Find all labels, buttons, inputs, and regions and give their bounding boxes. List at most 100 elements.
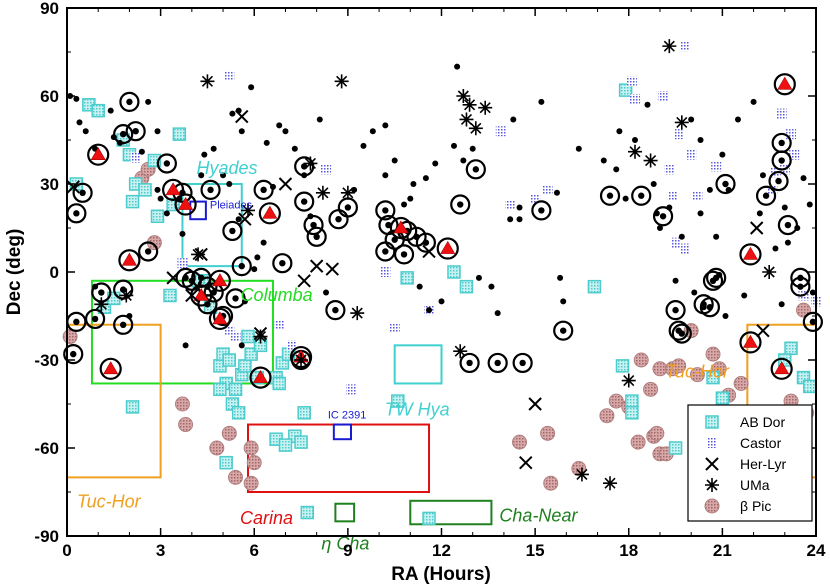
point-pic-16	[643, 381, 659, 397]
x-axis-label: RA (Hours)	[391, 564, 491, 585]
point-castor-6	[505, 199, 516, 210]
point-uma-1	[334, 74, 349, 89]
point-unassigned-members-103	[235, 216, 242, 223]
region-cha-4	[334, 502, 356, 523]
point-unassigned-members-23	[229, 110, 236, 117]
y-tick-label-5: -60	[34, 439, 59, 458]
point-highlighted-9	[258, 202, 281, 225]
point-unassigned-members-51	[450, 142, 457, 149]
region-label-cha-near: Cha-Near	[499, 505, 578, 525]
point-castor-7	[530, 193, 541, 204]
point-circled-members-52	[665, 300, 686, 321]
point-unassigned-members-49	[438, 298, 445, 305]
point-circled-members-6	[113, 314, 134, 335]
point-her-lyr-1	[235, 109, 249, 124]
point-highlighted-6	[208, 269, 232, 292]
point-uma-12	[253, 329, 268, 344]
region-label-tuc-hor-1: Tuc-Hor	[665, 362, 730, 382]
point-unassigned-members-64	[600, 157, 607, 164]
point-circled-members-64	[777, 214, 799, 236]
point-circled-members-60	[755, 185, 777, 206]
point-uma-5	[459, 112, 474, 127]
point-circled-members-24	[222, 220, 243, 242]
point-castor-8	[542, 184, 553, 195]
point-circled-members-9	[119, 91, 140, 112]
point-uma-14	[453, 344, 468, 359]
point-castor-0	[130, 152, 141, 163]
point-unassigned-members-75	[678, 233, 685, 240]
point-unassigned-members-20	[210, 145, 217, 152]
point-castor-29	[626, 76, 637, 87]
point-uma-2	[456, 89, 471, 103]
point-unassigned-members-79	[697, 137, 704, 143]
point-circled-members-4	[84, 308, 106, 330]
point-pic-25	[733, 375, 749, 391]
point-castor-16	[776, 108, 787, 119]
region-label-columba: Columba	[241, 285, 313, 305]
point-ab-dor-43	[400, 271, 414, 285]
point-castor-13	[711, 161, 722, 172]
point-unassigned-members-47	[426, 307, 433, 314]
point-uma-20	[662, 39, 677, 54]
legend-label-uma: UMa	[740, 477, 770, 493]
point-her-lyr-13	[756, 323, 770, 338]
point-ab-dor-35	[300, 505, 315, 520]
point-circled-members-54	[668, 320, 689, 341]
legend-marker-castor	[707, 438, 717, 448]
point-unassigned-members-110	[510, 116, 517, 123]
point-unassigned-members-25	[238, 128, 245, 135]
point-her-lyr-4	[325, 262, 339, 276]
point-highlighted-1	[99, 357, 122, 380]
point-her-lyr-3	[309, 259, 324, 273]
point-circled-members-46	[512, 352, 533, 374]
point-uma-3	[462, 97, 477, 112]
region-label-carina: Carina	[240, 508, 293, 528]
region-hyades-0	[181, 183, 243, 268]
point-circled-members-28	[294, 191, 315, 212]
region-label-tw-hya: TW Hya	[385, 399, 450, 419]
point-highlighted-2	[118, 249, 141, 272]
point-circled-members-3	[72, 182, 93, 203]
point-uma-0	[200, 74, 215, 89]
point-unassigned-members-1	[73, 95, 80, 102]
point-unassigned-members-82	[713, 233, 720, 240]
point-ab-dor-51	[587, 279, 602, 294]
point-unassigned-members-44	[410, 181, 417, 187]
point-highlighted-4	[174, 193, 197, 216]
y-tick-label-6: -90	[34, 527, 59, 546]
point-unassigned-members-29	[276, 122, 283, 129]
point-unassigned-members-98	[806, 201, 813, 208]
point-her-lyr-12	[749, 221, 764, 235]
point-unassigned-members-74	[672, 277, 679, 284]
point-uma-11	[241, 203, 256, 218]
point-ab-dor-9	[138, 183, 152, 197]
point-unassigned-members-37	[360, 142, 367, 149]
point-castor-1	[224, 70, 235, 81]
point-unassigned-members-22	[226, 181, 233, 187]
point-castor-18	[786, 129, 797, 140]
point-unassigned-members-12	[154, 128, 161, 135]
point-pic-32	[705, 346, 721, 362]
point-uma-17	[621, 373, 636, 388]
point-unassigned-members-65	[613, 166, 620, 173]
point-unassigned-members-76	[688, 116, 695, 123]
point-her-lyr-7	[519, 455, 533, 470]
y-tick-label-1: 60	[40, 87, 59, 106]
point-uma-25	[119, 288, 134, 303]
point-unassigned-members-31	[291, 145, 298, 152]
point-castor-24	[274, 319, 285, 330]
point-unassigned-members-84	[719, 151, 726, 158]
point-circled-members-34	[375, 200, 396, 221]
point-ab-dor-25	[238, 359, 252, 373]
point-uma-4	[478, 100, 493, 115]
point-unassigned-members-30	[282, 128, 289, 135]
point-pic-5	[178, 417, 194, 433]
point-unassigned-members-2	[76, 119, 83, 126]
point-ab-dor-46	[459, 279, 474, 294]
point-highlighted-0	[87, 143, 110, 166]
point-her-lyr-15	[238, 212, 252, 226]
point-pic-12	[599, 408, 615, 424]
point-circled-members-61	[768, 170, 789, 192]
point-unassigned-members-46	[422, 175, 429, 182]
point-unassigned-members-43	[407, 195, 414, 202]
